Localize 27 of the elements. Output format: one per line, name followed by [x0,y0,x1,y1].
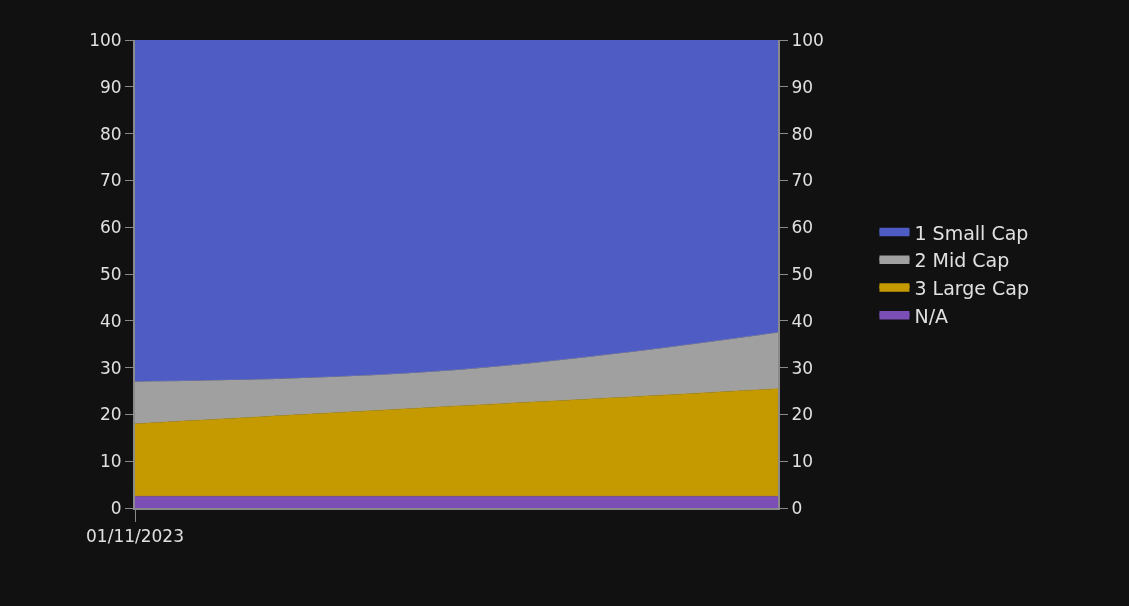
y2-tick-label: 50 [791,263,814,284]
y2-tick-label: 80 [791,123,814,144]
y-tick-label: 20 [99,404,122,425]
y-tick-label: 0 [110,497,122,518]
y-tick-label: 40 [99,310,122,331]
y2-tick-label: 10 [791,451,814,472]
y-tick-label: 100 [89,29,122,50]
y2-tick-label: 30 [791,357,814,378]
y2-tick-label: 0 [791,497,803,518]
legend-label: 2 Mid Cap [914,249,1010,272]
y2-tick-label: 90 [791,76,814,97]
y-tick-label: 60 [99,217,122,238]
y-tick-label: 70 [99,170,122,191]
y-tick-label: 80 [99,123,122,144]
legend-label: 1 Small Cap [914,221,1029,244]
legend-label: N/A [914,304,949,327]
y-tick-label: 90 [99,76,122,97]
y-tick-label: 50 [99,263,122,284]
y2-tick-label: 40 [791,310,814,331]
y2-tick-label: 20 [791,404,814,425]
legend-label: 3 Large Cap [914,277,1030,300]
y2-tick-label: 60 [791,217,814,238]
y-tick-label: 30 [99,357,122,378]
y2-tick-label: 70 [791,170,814,191]
x-tick-label: 01/11/2023 [86,526,184,547]
y2-tick-label: 100 [791,29,824,50]
y-tick-label: 10 [99,451,122,472]
